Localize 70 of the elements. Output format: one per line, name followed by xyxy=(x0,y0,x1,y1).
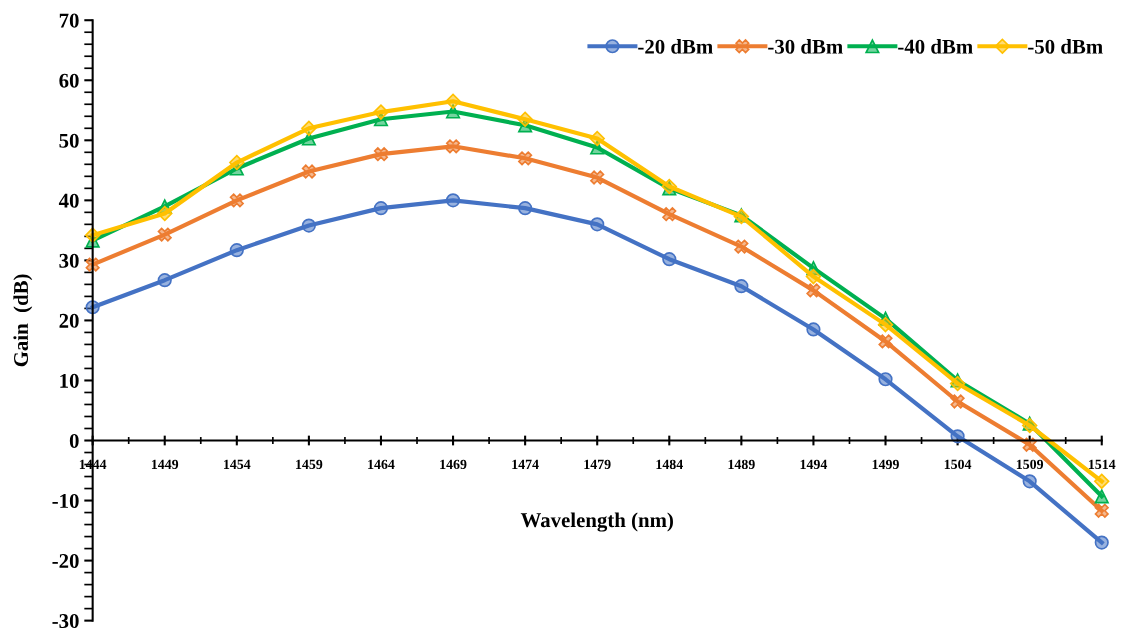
y-tick-label: 10 xyxy=(60,373,79,388)
point xyxy=(301,120,317,137)
legend-label: -20 dBm xyxy=(638,39,713,54)
y-tick-label: -20 xyxy=(52,553,79,569)
point xyxy=(445,193,461,208)
y-tick-label: 60 xyxy=(59,73,79,88)
point xyxy=(662,252,677,267)
y-tick-label: 30 xyxy=(59,253,79,268)
y-tick-label: 0 xyxy=(69,433,79,448)
x-tick-label: 1454 xyxy=(224,459,251,470)
point xyxy=(589,130,605,147)
legend-label: -40 dBm xyxy=(898,39,973,54)
point xyxy=(518,201,533,216)
x-tick-label: 1469 xyxy=(440,459,467,470)
point xyxy=(806,283,821,298)
point xyxy=(878,372,893,387)
point xyxy=(518,151,533,166)
x-tick-label: 1474 xyxy=(512,459,539,469)
y-tick-label: -10 xyxy=(52,493,79,508)
point xyxy=(445,139,461,154)
x-tick-label: 1449 xyxy=(151,459,179,470)
x-tick-label: 1509 xyxy=(1016,459,1044,470)
y-tick-label: 50 xyxy=(59,133,79,148)
point xyxy=(229,193,244,208)
y-axis-title: Gain (dB) xyxy=(13,274,33,367)
point xyxy=(229,243,244,258)
point xyxy=(517,111,533,127)
point xyxy=(806,322,821,337)
x-tick-label: 1464 xyxy=(368,459,395,470)
y-tick-label: 20 xyxy=(59,313,79,328)
point xyxy=(590,217,605,232)
x-axis-title: Wavelength (nm) xyxy=(520,512,673,532)
point xyxy=(662,207,677,222)
x-tick-label: 1499 xyxy=(872,459,899,470)
x-tick-label: 1514 xyxy=(1088,459,1116,470)
y-tick-label: 70 xyxy=(59,13,79,28)
point xyxy=(1094,473,1110,490)
y-tick-label: -30 xyxy=(52,614,79,629)
point xyxy=(877,316,894,333)
point xyxy=(229,154,245,171)
point xyxy=(805,268,822,285)
legend-label: -50 dBm xyxy=(1028,39,1103,54)
point xyxy=(950,394,965,409)
point xyxy=(1094,503,1109,518)
point xyxy=(373,147,389,162)
point xyxy=(373,104,389,120)
x-tick-label: 1494 xyxy=(800,459,828,470)
point xyxy=(1022,474,1037,489)
point xyxy=(445,93,461,109)
point xyxy=(85,257,100,272)
legend-label: -30 dBm xyxy=(768,39,843,54)
point xyxy=(1094,489,1109,504)
point xyxy=(878,334,893,349)
point xyxy=(157,273,172,288)
point xyxy=(301,218,316,233)
point xyxy=(301,164,316,179)
point xyxy=(1094,535,1109,550)
point xyxy=(157,205,173,222)
point xyxy=(734,279,749,294)
x-tick-label: 1489 xyxy=(728,459,755,470)
x-tick-label: 1484 xyxy=(656,459,683,470)
point xyxy=(157,227,172,242)
point xyxy=(949,375,966,392)
point xyxy=(590,170,605,185)
x-tick-label: 1459 xyxy=(296,459,323,470)
y-tick-label: 40 xyxy=(58,193,79,208)
x-tick-label: 1504 xyxy=(944,459,972,470)
point xyxy=(734,239,749,254)
x-tick-label: 1479 xyxy=(584,459,611,470)
point xyxy=(373,201,389,216)
